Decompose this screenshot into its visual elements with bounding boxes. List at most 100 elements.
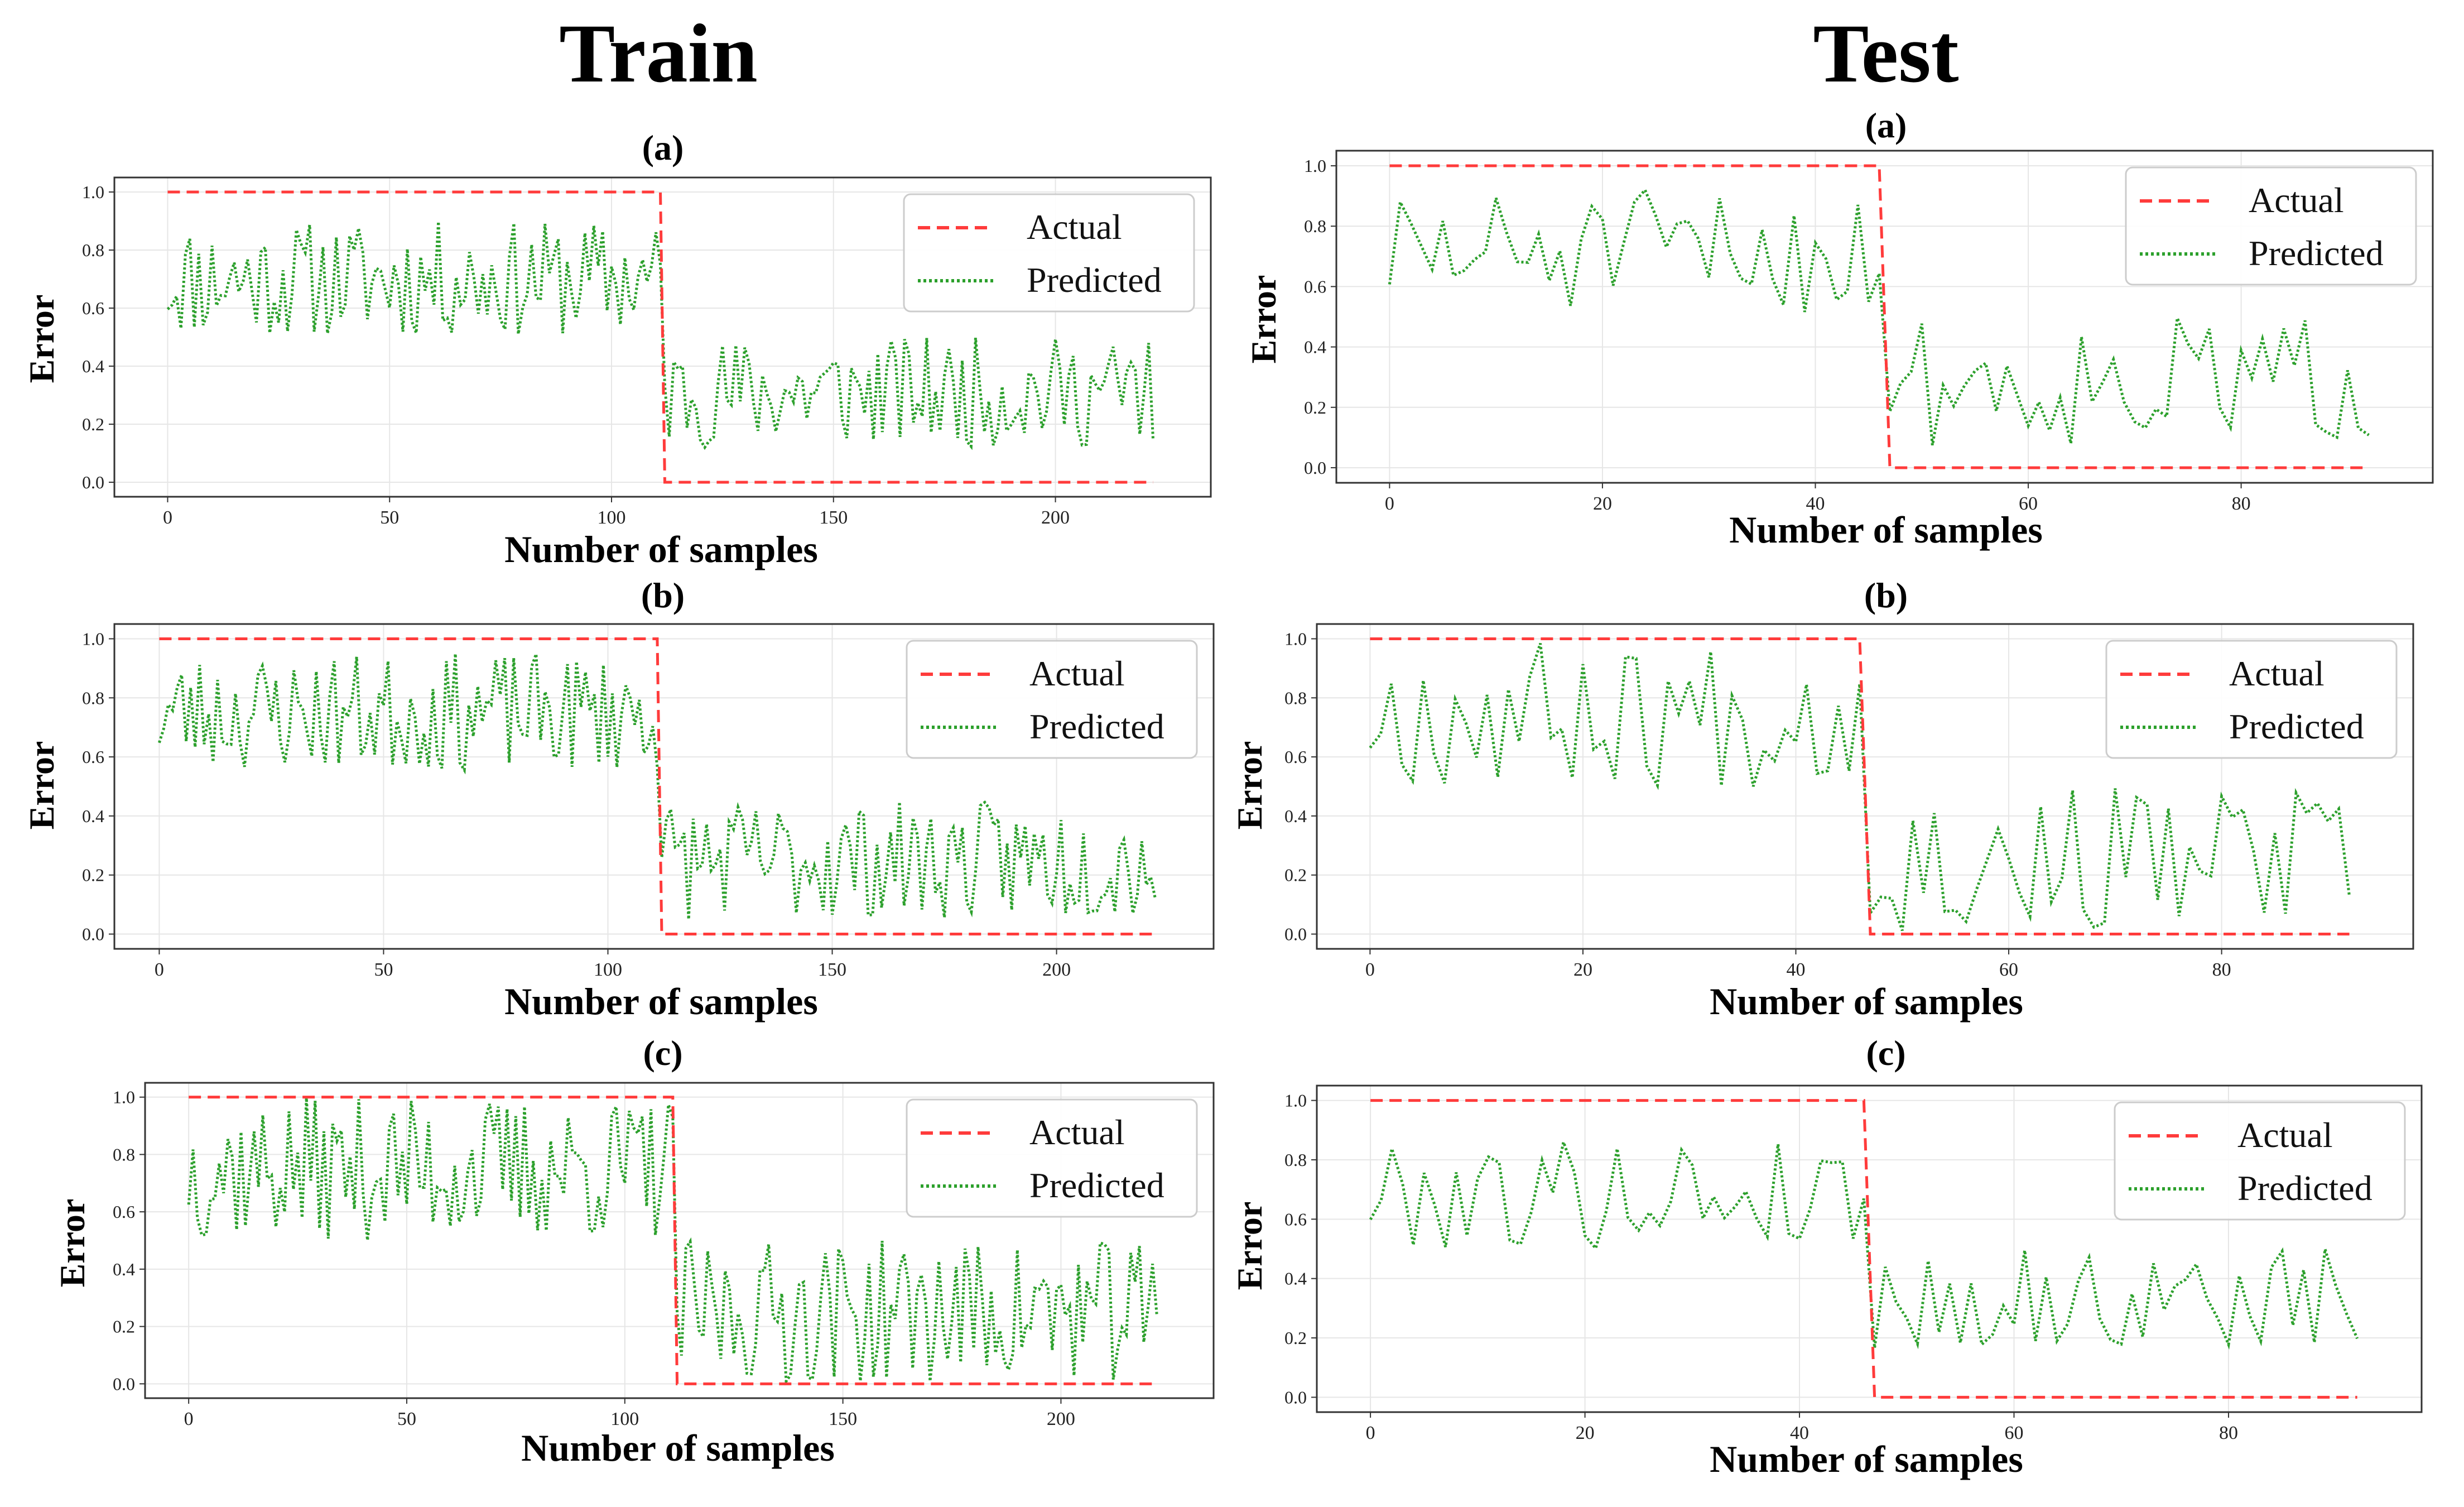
train-c-ytick-label: 0.6 <box>113 1202 135 1222</box>
train-a-xtick-label: 0 <box>163 507 172 528</box>
train-b-legend-actual-label: Actual <box>1029 654 1125 693</box>
train-a-predicted-line <box>166 221 1155 450</box>
test-a-actual-line <box>1389 164 2369 469</box>
test-b-ylabel: Error <box>1230 741 1269 830</box>
train-a-panel-label: (a) <box>642 128 684 167</box>
train-b-xtick-label: 0 <box>155 959 164 980</box>
train-c-xtick-label: 150 <box>829 1409 857 1429</box>
test-b-ytick-label: 0.2 <box>1284 865 1307 885</box>
test-c-xtick-label: 80 <box>2219 1423 2238 1443</box>
train-a-xlabel: Number of samples <box>504 528 818 570</box>
test-c-legend-predicted-label: Predicted <box>2237 1168 2372 1208</box>
train-a-ytick-label: 0.0 <box>82 472 104 492</box>
test-a-xtick-label: 0 <box>1385 493 1394 514</box>
train-b-predicted-line <box>158 653 1157 920</box>
test-a-xlabel: Number of samples <box>1729 508 2043 551</box>
train-c-actual-line <box>189 1096 1157 1385</box>
train-b-ytick-label: 0.4 <box>82 806 104 826</box>
test-c-xtick-label: 20 <box>1576 1423 1595 1443</box>
test-column-title: Test <box>1813 7 1959 100</box>
test-b-legend-predicted-label: Predicted <box>2229 707 2364 746</box>
test-a-ytick-label: 1.0 <box>1304 156 1326 176</box>
train-c-ytick-label: 1.0 <box>113 1087 135 1107</box>
test-b-xtick-label: 60 <box>1999 959 2018 980</box>
train-c-ytick-label: 0.2 <box>113 1317 135 1337</box>
train-c-xlabel: Number of samples <box>521 1427 835 1469</box>
test-a-plot-frame <box>1335 150 2434 484</box>
test-a-ytick-label: 0.4 <box>1304 337 1326 357</box>
train-b-ylabel: Error <box>22 741 61 830</box>
test-c-ytick-label: 0.4 <box>1284 1269 1307 1289</box>
train-a-xtick-label: 50 <box>380 507 399 528</box>
train-b-xtick-label: 200 <box>1042 959 1071 980</box>
test-c-xtick-label: 0 <box>1366 1423 1375 1443</box>
train-b-xtick-label: 100 <box>594 959 622 980</box>
test-a-predicted-line <box>1388 187 2370 446</box>
test-b-ytick-label: 0.0 <box>1284 924 1307 944</box>
test-b-xlabel: Number of samples <box>1710 980 2023 1023</box>
train-a-ylabel: Error <box>22 294 61 383</box>
test-c-ytick-label: 0.2 <box>1284 1328 1307 1348</box>
test-a-legend-actual-label: Actual <box>2249 180 2344 220</box>
test-b-ytick-label: 0.4 <box>1284 806 1307 826</box>
test-c-plot-frame <box>1316 1084 2423 1413</box>
train-b-plot-frame <box>113 623 1215 950</box>
train-c-panel-label: (c) <box>643 1033 683 1073</box>
test-a-xtick-label: 40 <box>1806 493 1825 514</box>
test-c-predicted-line <box>1369 1137 2359 1350</box>
train-column-title: Train <box>559 7 758 100</box>
train-a-xtick-label: 200 <box>1041 507 1070 528</box>
train-b-xtick-label: 150 <box>818 959 846 980</box>
train-a-actual-line <box>167 190 1153 484</box>
train-b-ytick-label: 0.6 <box>82 747 104 767</box>
train-b-ytick-label: 0.8 <box>82 688 104 708</box>
test-c-ytick-label: 0.6 <box>1284 1209 1307 1229</box>
test-c-actual-line <box>1370 1099 2357 1399</box>
train-b-actual-line <box>159 637 1156 936</box>
train-a-legend-predicted-label: Predicted <box>1027 260 1162 300</box>
test-c-xtick-label: 40 <box>1790 1423 1809 1443</box>
test-c-xtick-label: 60 <box>2005 1423 2024 1443</box>
train-c-ytick-label: 0.8 <box>113 1144 135 1164</box>
test-a-panel-label: (a) <box>1865 105 1907 145</box>
train-b-ytick-label: 0.0 <box>82 924 104 944</box>
test-b-actual-line <box>1370 637 2350 936</box>
train-a-legend-actual-label: Actual <box>1027 207 1122 247</box>
test-a-xtick-label: 60 <box>2019 493 2038 514</box>
test-b-panel-label: (b) <box>1864 575 1908 615</box>
train-a-ytick-label: 0.8 <box>82 240 104 260</box>
test-c-panel-label: (c) <box>1866 1033 1906 1073</box>
train-b-xtick-label: 50 <box>374 959 393 980</box>
train-c-plot-frame <box>144 1082 1215 1399</box>
test-a-ytick-label: 0.6 <box>1304 276 1326 296</box>
test-c-ylabel: Error <box>1230 1201 1269 1290</box>
train-b-ytick-label: 1.0 <box>82 628 104 649</box>
test-b-ytick-label: 1.0 <box>1284 628 1307 649</box>
train-a-ytick-label: 0.6 <box>82 298 104 318</box>
test-b-legend-actual-label: Actual <box>2229 654 2325 693</box>
test-b-xtick-label: 0 <box>1365 959 1375 980</box>
train-c-ytick-label: 0.4 <box>113 1259 135 1279</box>
test-c-ytick-label: 1.0 <box>1284 1091 1307 1111</box>
train-c-xtick-label: 200 <box>1047 1409 1075 1429</box>
train-a-ytick-label: 1.0 <box>82 182 104 202</box>
train-a-plot-frame <box>113 176 1212 498</box>
train-a-ytick-label: 0.2 <box>82 414 104 434</box>
test-b-plot-frame <box>1316 623 2414 950</box>
test-c-xlabel: Number of samples <box>1710 1438 2023 1480</box>
test-c-ytick-label: 0.8 <box>1284 1150 1307 1170</box>
train-c-xtick-label: 0 <box>184 1409 194 1429</box>
train-c-ylabel: Error <box>52 1198 92 1288</box>
train-b-xlabel: Number of samples <box>504 980 818 1023</box>
test-a-ytick-label: 0.2 <box>1304 397 1326 417</box>
test-a-ylabel: Error <box>1244 275 1283 364</box>
train-b-ytick-label: 0.2 <box>82 865 104 885</box>
test-a-legend-predicted-label: Predicted <box>2249 233 2384 273</box>
train-a-ytick-label: 0.4 <box>82 356 104 376</box>
test-b-ytick-label: 0.6 <box>1284 747 1307 767</box>
